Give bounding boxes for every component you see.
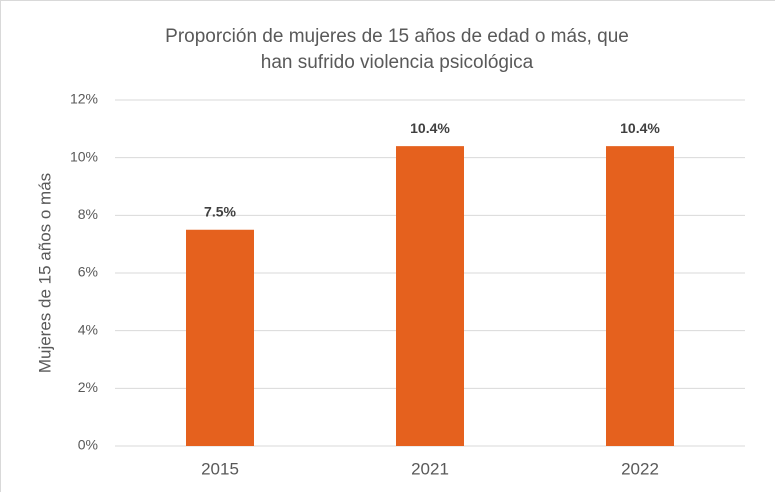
data-label: 10.4% [410, 120, 450, 136]
bar [186, 229, 254, 446]
data-label: 10.4% [620, 120, 660, 136]
chart-title: Proporción de mujeres de 15 años de edad… [165, 26, 629, 47]
y-tick-label: 2% [78, 379, 98, 395]
y-axis-label: Mujeres de 15 años o más [35, 173, 54, 373]
y-tick-label: 12% [70, 91, 98, 107]
y-tick-label: 4% [78, 321, 98, 337]
y-tick-label: 8% [78, 206, 98, 222]
data-label: 7.5% [204, 203, 236, 219]
chart-title: han sufrido violencia psicológica [261, 52, 534, 73]
y-tick-label: 0% [78, 437, 98, 453]
y-tick-label: 10% [70, 148, 98, 164]
bar [396, 146, 464, 446]
x-tick-label: 2015 [201, 459, 239, 478]
bar [606, 146, 674, 446]
x-tick-label: 2022 [621, 459, 659, 478]
y-tick-label: 6% [78, 264, 98, 280]
x-tick-label: 2021 [411, 459, 449, 478]
